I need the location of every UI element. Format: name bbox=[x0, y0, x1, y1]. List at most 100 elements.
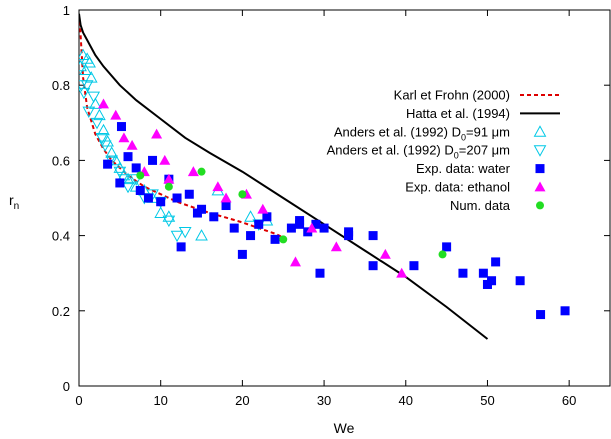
legend-label-sub: 0 bbox=[454, 151, 459, 161]
data-point bbox=[197, 167, 206, 176]
data-point bbox=[289, 256, 301, 267]
data-point bbox=[315, 268, 325, 278]
data-point bbox=[220, 192, 232, 203]
data-point bbox=[95, 132, 109, 145]
data-point bbox=[172, 193, 182, 203]
data-point bbox=[93, 108, 106, 121]
series-layer bbox=[79, 13, 570, 340]
data-point bbox=[110, 109, 122, 120]
data-point bbox=[491, 257, 501, 267]
legend-item: Exp. data: ethanol bbox=[405, 180, 546, 195]
legend-label-sub: 0 bbox=[461, 132, 466, 142]
x-tick-label: 20 bbox=[235, 393, 249, 408]
data-point bbox=[487, 276, 497, 286]
series-line-karl-et-frohn-2000 bbox=[79, 21, 284, 239]
data-point bbox=[560, 306, 570, 316]
data-point bbox=[83, 56, 96, 68]
data-point bbox=[126, 139, 138, 150]
data-point bbox=[368, 231, 378, 241]
x-tick-label: 30 bbox=[317, 393, 331, 408]
data-point bbox=[438, 250, 447, 259]
data-point bbox=[164, 182, 173, 191]
data-point bbox=[176, 242, 186, 252]
data-point bbox=[295, 216, 305, 226]
data-point bbox=[409, 261, 419, 271]
data-point bbox=[79, 59, 87, 72]
data-point bbox=[379, 248, 391, 259]
legend-label-suffix: =91 μm bbox=[466, 124, 510, 139]
data-point bbox=[105, 146, 119, 158]
series-5 bbox=[98, 98, 408, 278]
data-point bbox=[79, 87, 91, 100]
data-point bbox=[109, 153, 123, 166]
data-point bbox=[237, 249, 247, 259]
data-point bbox=[90, 117, 104, 130]
y-axis-ticks: 0 0.2 0.4 0.6 0.8 1 bbox=[52, 3, 610, 394]
data-point bbox=[156, 197, 166, 207]
data-point bbox=[82, 106, 96, 119]
data-point bbox=[396, 267, 408, 278]
data-point bbox=[187, 166, 199, 177]
data-point bbox=[306, 222, 318, 233]
data-point bbox=[257, 203, 269, 214]
legend-label-prefix: Anders et al. (1992) D bbox=[327, 143, 454, 158]
x-tick-label: 60 bbox=[562, 393, 576, 408]
legend-marker-sample bbox=[533, 125, 547, 137]
data-point bbox=[87, 91, 101, 104]
legend-item: Karl et Frohn (2000) bbox=[394, 88, 560, 103]
legend-label-suffix: =207 μm bbox=[459, 143, 510, 158]
x-tick-label: 40 bbox=[399, 393, 413, 408]
data-point bbox=[98, 140, 112, 152]
data-point bbox=[79, 63, 92, 76]
data-point bbox=[143, 193, 153, 203]
data-point bbox=[103, 159, 113, 169]
series-1 bbox=[79, 13, 489, 340]
y-tick-label: 0.6 bbox=[52, 153, 70, 168]
data-point bbox=[80, 80, 94, 92]
data-point bbox=[212, 181, 224, 192]
series-0 bbox=[79, 21, 284, 239]
legend-label: Exp. data: water bbox=[416, 161, 511, 176]
x-axis-ticks: 0 10 20 30 40 50 60 bbox=[75, 10, 576, 408]
data-point bbox=[98, 98, 110, 109]
legend-item: Exp. data: water bbox=[416, 161, 545, 176]
data-point bbox=[286, 223, 296, 233]
data-point bbox=[116, 122, 126, 132]
data-point bbox=[115, 178, 125, 188]
series-6 bbox=[136, 167, 447, 259]
data-point bbox=[209, 212, 219, 222]
y-tick-label: 0 bbox=[63, 379, 70, 394]
y-tick-label: 0.2 bbox=[52, 304, 70, 319]
data-point bbox=[184, 189, 194, 199]
data-point bbox=[442, 242, 452, 252]
data-point bbox=[88, 97, 102, 109]
data-point bbox=[113, 166, 127, 179]
y-axis-label-main: r bbox=[9, 192, 14, 208]
data-point bbox=[79, 48, 90, 61]
data-point bbox=[151, 128, 163, 139]
data-point bbox=[221, 201, 231, 211]
data-point bbox=[229, 223, 239, 233]
legend-item: Anders et al. (1992) D0=207 μm bbox=[327, 143, 547, 161]
legend-label: Hatta et al. (1994) bbox=[406, 106, 510, 121]
data-point bbox=[121, 172, 135, 185]
legend-item: Hatta et al. (1994) bbox=[406, 106, 560, 121]
y-tick-label: 1 bbox=[63, 3, 70, 18]
data-point bbox=[178, 226, 192, 239]
legend-marker-sample bbox=[535, 164, 545, 174]
legend-label: Anders et al. (1992) D0=207 μm bbox=[327, 143, 510, 161]
data-point bbox=[162, 215, 176, 228]
legend-marker-sample bbox=[536, 201, 544, 210]
data-point bbox=[368, 261, 378, 271]
data-point bbox=[311, 219, 321, 229]
data-point bbox=[123, 152, 133, 162]
data-point bbox=[84, 71, 98, 83]
x-tick-label: 50 bbox=[480, 393, 494, 408]
legend: Karl et Frohn (2000) Hatta et al. (1994) A… bbox=[327, 88, 560, 213]
legend-label: Num. data bbox=[450, 198, 511, 213]
x-tick-label: 10 bbox=[153, 393, 167, 408]
data-point bbox=[136, 171, 145, 180]
data-point bbox=[262, 212, 272, 222]
data-point bbox=[135, 185, 145, 195]
data-point bbox=[319, 223, 329, 233]
